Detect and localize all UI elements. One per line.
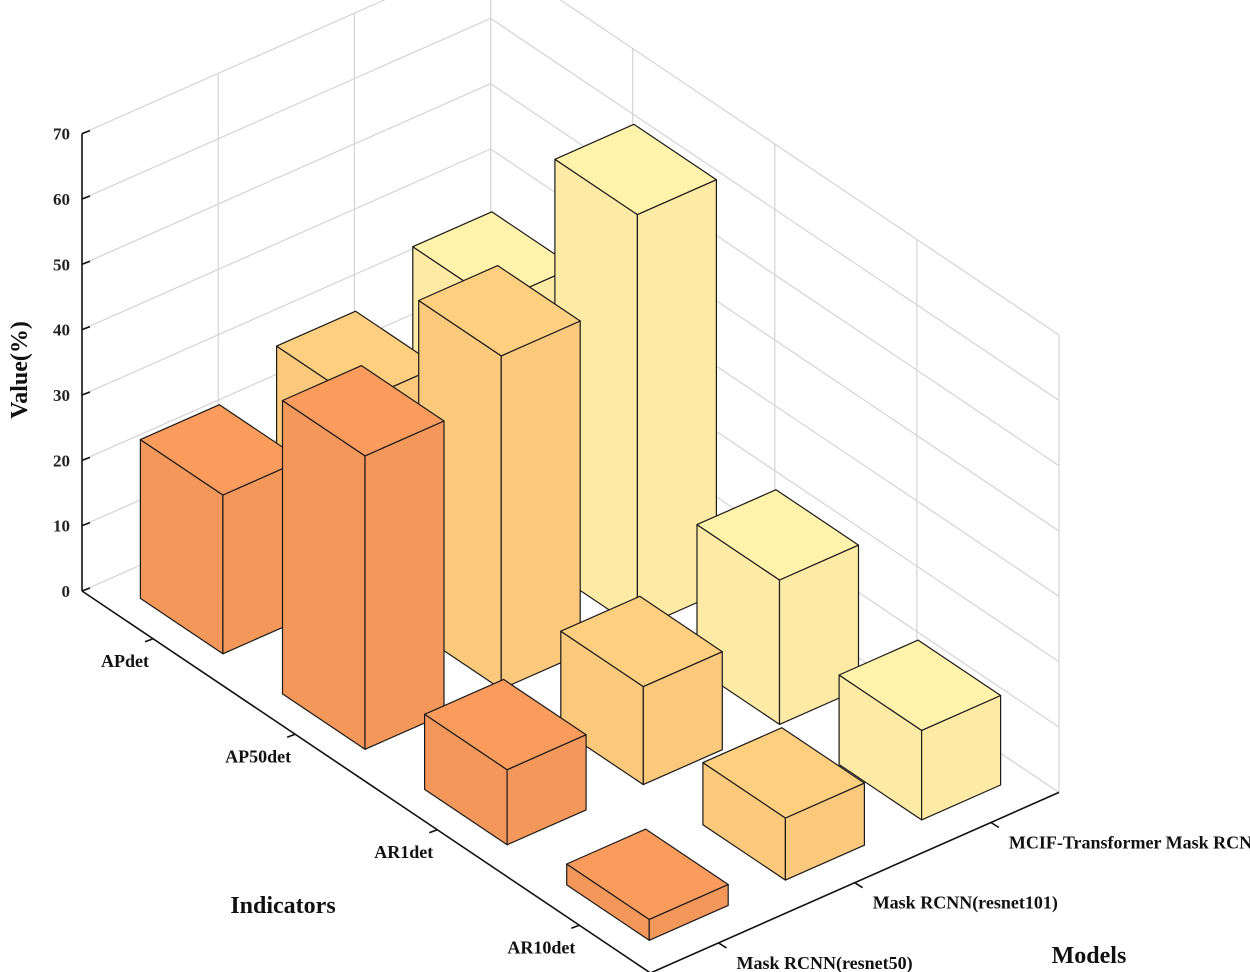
y-tick-label: Mask RCNN(resnet101) — [873, 893, 1058, 914]
gridline — [81, 0, 1060, 336]
y-tick — [990, 821, 1000, 829]
bar — [702, 727, 866, 881]
bar-top-face — [696, 489, 860, 581]
x-tick-label: AR1det — [374, 842, 433, 862]
x-axis — [81, 590, 651, 972]
z-tick-label: 30 — [53, 386, 70, 405]
x-tick — [286, 733, 296, 738]
x-tick — [144, 638, 154, 643]
y-axis-label: Models — [1052, 943, 1127, 969]
bar-top-face — [418, 265, 581, 357]
z-axis-label: Value(%) — [7, 321, 33, 419]
y-tick — [854, 882, 864, 889]
bar-top-face — [838, 639, 1002, 732]
x-tick-label: AR10det — [507, 937, 575, 957]
z-tick — [81, 456, 91, 462]
z-tick-label: 0 — [62, 582, 71, 601]
y-tick-label: Mask RCNN(resnet50) — [737, 953, 913, 972]
z-tick — [81, 587, 91, 592]
bar-top-face — [554, 123, 718, 216]
x-tick — [571, 924, 580, 929]
x-tick-label: AP50det — [225, 746, 291, 766]
bar-top-face — [424, 678, 587, 771]
x-tick-label: APdet — [101, 651, 149, 671]
z-tick — [81, 325, 91, 331]
y-tick-label: MCIF-Transformer Mask RCNN — [1009, 833, 1250, 853]
bar-top-face — [702, 727, 866, 819]
bar-top-face — [560, 595, 723, 688]
z-tick — [81, 129, 91, 135]
axis-labels: Value(%) Indicators Models — [7, 321, 1126, 969]
bar-top-face — [566, 828, 729, 921]
z-tick — [81, 260, 91, 266]
z-tick-label: 50 — [53, 255, 70, 274]
z-tick-label: 60 — [53, 190, 70, 209]
bar — [560, 595, 723, 786]
axes: 0 10 20 30 40 50 60 70 APdet AP50det AR1det AR10det… — [53, 125, 1250, 972]
z-tick — [81, 391, 91, 396]
bar — [566, 828, 729, 941]
x-tick — [428, 829, 438, 834]
bars — [139, 123, 1002, 941]
x-axis-label: Indicators — [230, 893, 335, 919]
bar — [281, 365, 445, 750]
bar-side-face — [364, 420, 445, 750]
z-tick-label: 40 — [53, 321, 70, 340]
bar — [838, 639, 1002, 821]
z-tick-label: 20 — [53, 451, 70, 470]
bar-top-face — [281, 365, 445, 457]
bar — [424, 678, 587, 846]
z-tick-label: 70 — [53, 125, 70, 144]
z-tick — [81, 521, 91, 527]
z-tick — [81, 195, 91, 200]
z-tick-label: 10 — [53, 517, 70, 536]
bar-front-face — [281, 399, 366, 750]
y-tick — [718, 942, 727, 949]
